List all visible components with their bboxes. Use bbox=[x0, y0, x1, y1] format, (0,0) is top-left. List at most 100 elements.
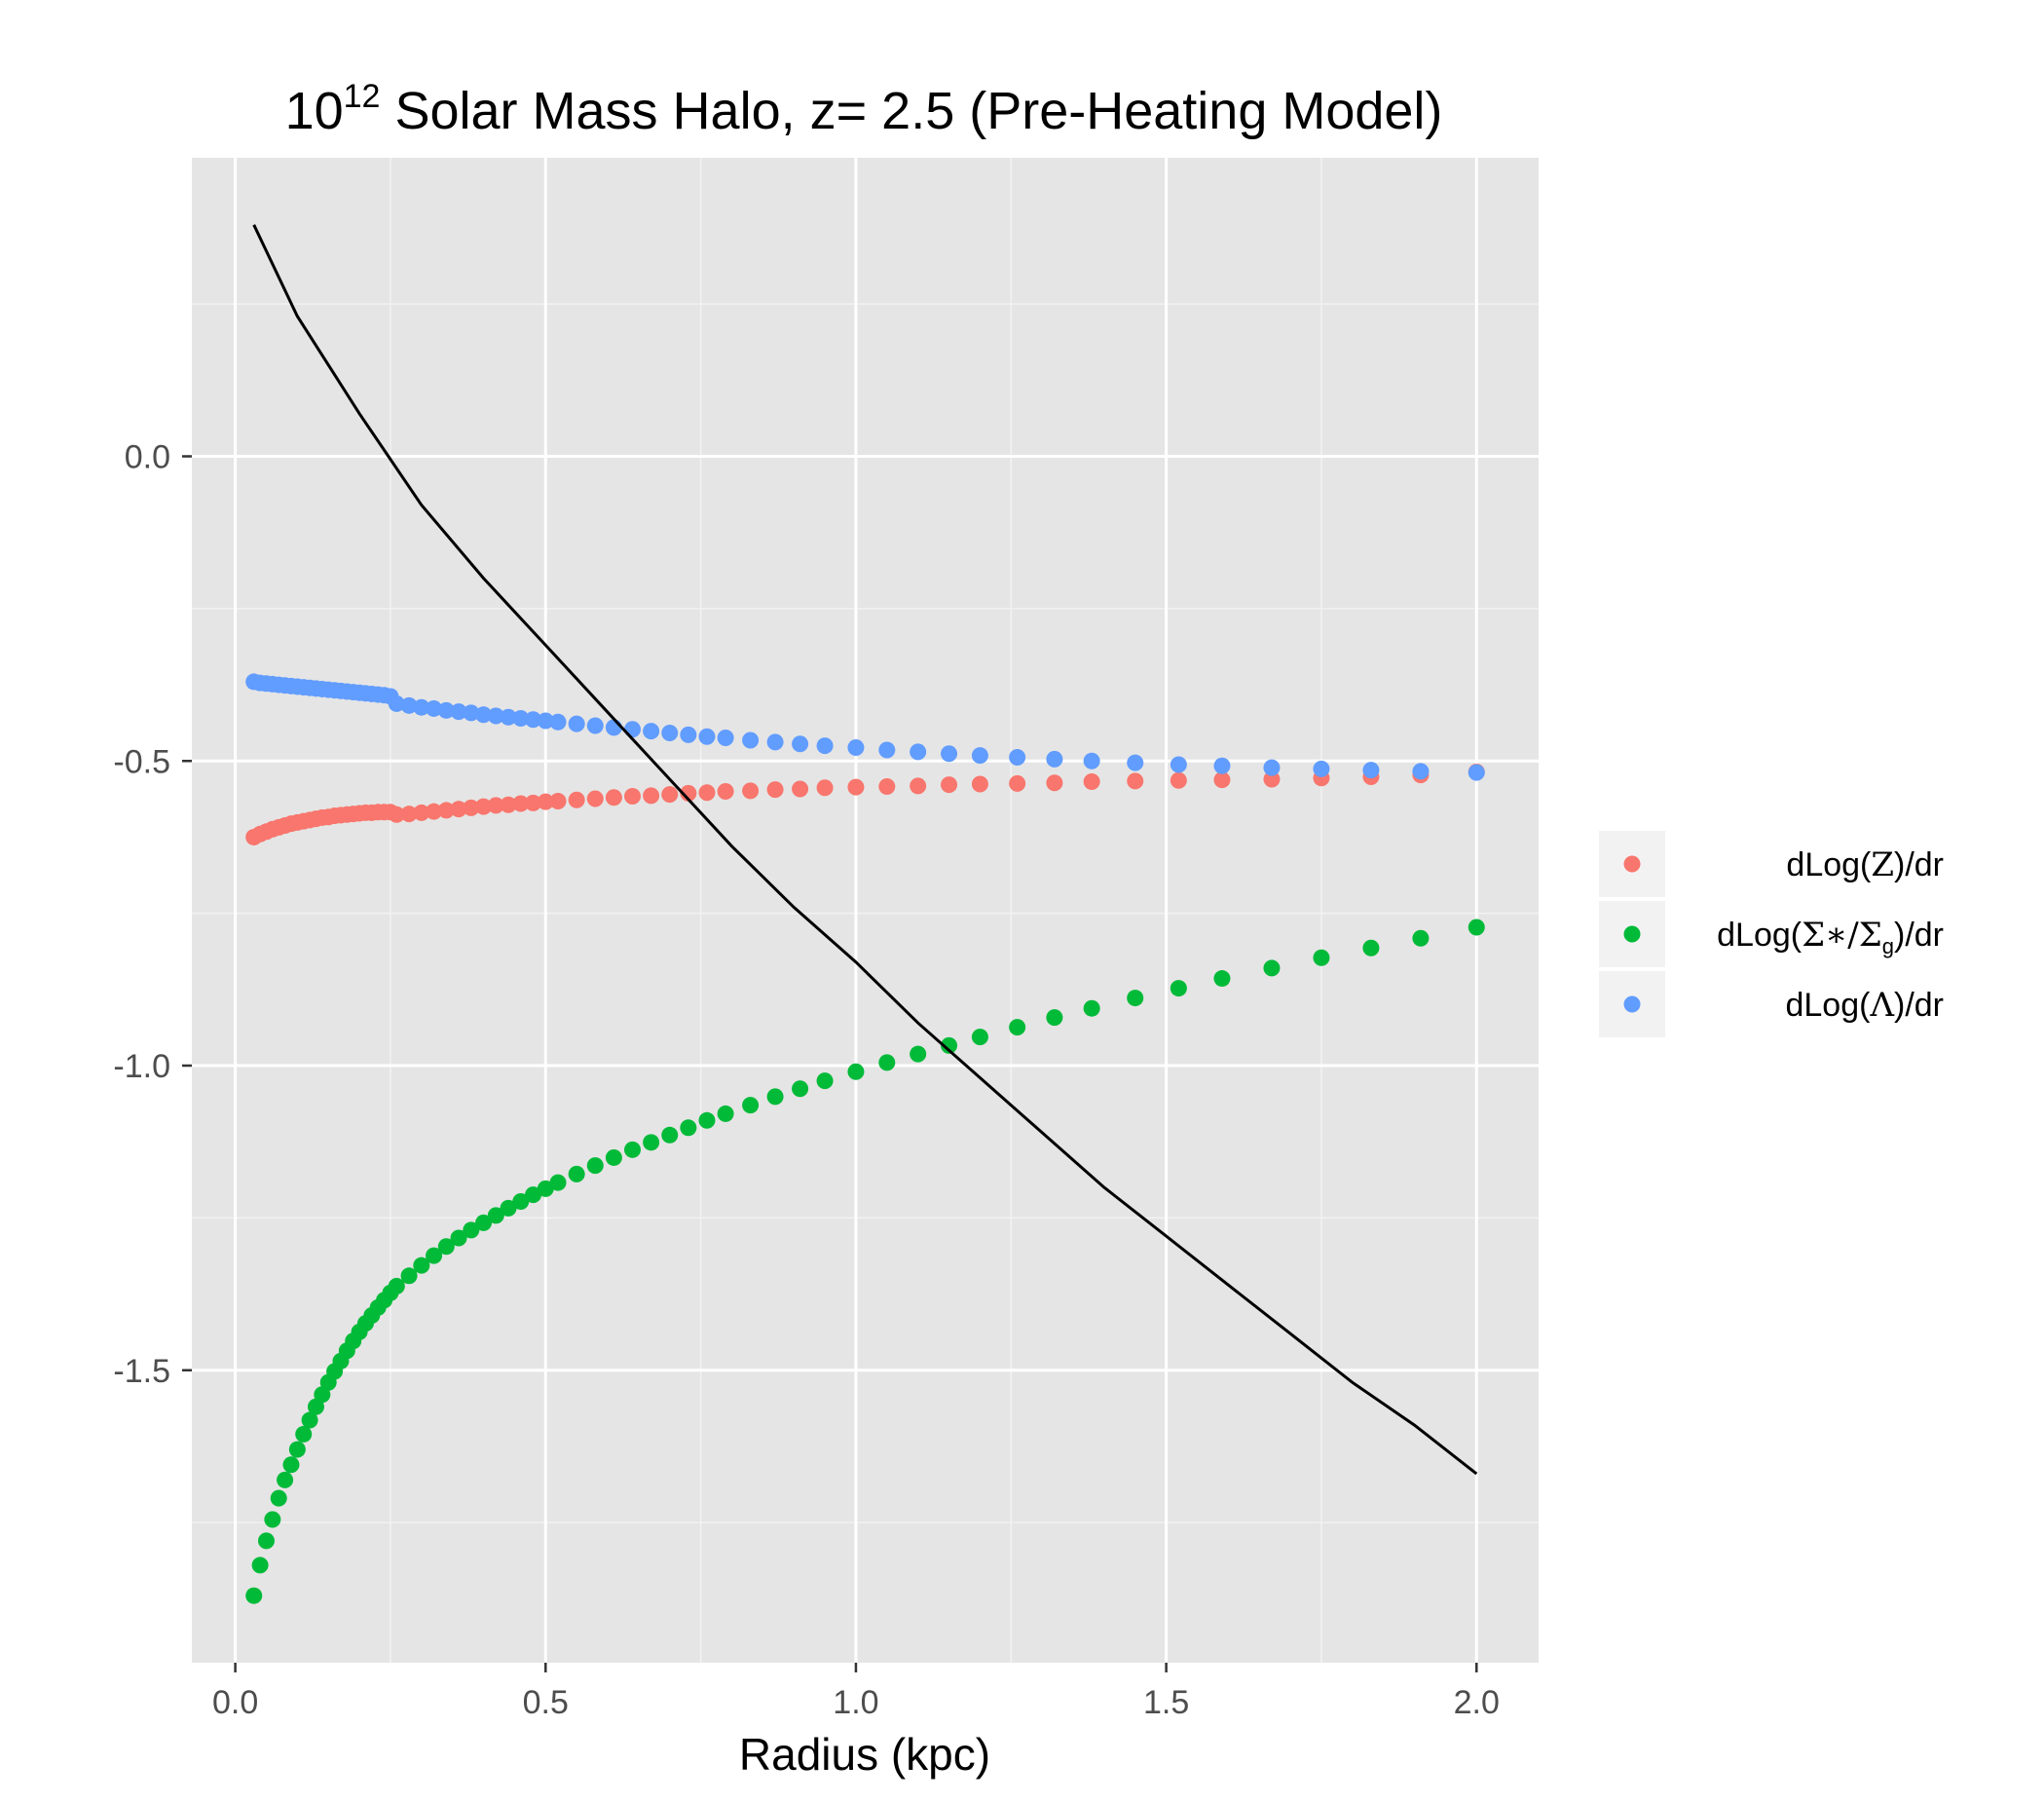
point-Z bbox=[1170, 771, 1187, 789]
point-Lambda bbox=[586, 717, 604, 734]
point-sigma bbox=[1362, 939, 1380, 957]
point-Lambda bbox=[1046, 750, 1063, 768]
point-sigma bbox=[847, 1063, 865, 1080]
point-Z bbox=[400, 806, 418, 823]
point-Lambda bbox=[1412, 763, 1430, 780]
point-Z bbox=[605, 789, 622, 807]
point-Z bbox=[463, 799, 480, 816]
point-Lambda bbox=[1313, 760, 1330, 777]
x-tick-label: 1.5 bbox=[1143, 1684, 1189, 1721]
point-sigma bbox=[568, 1165, 585, 1182]
point-Lambda bbox=[605, 719, 622, 736]
point-Z bbox=[624, 788, 642, 806]
point-sigma bbox=[288, 1441, 306, 1458]
point-sigma bbox=[437, 1238, 455, 1256]
legend-swatch bbox=[1623, 925, 1641, 943]
point-Z bbox=[586, 790, 604, 807]
y-tick-label: -1.5 bbox=[113, 1353, 170, 1390]
series-sigma bbox=[245, 919, 1485, 1604]
point-Z bbox=[680, 784, 697, 802]
point-sigma bbox=[1009, 1019, 1026, 1036]
point-sigma bbox=[1263, 959, 1281, 977]
point-sigma bbox=[426, 1247, 443, 1264]
point-sigma bbox=[1170, 980, 1187, 997]
axis-ticks bbox=[182, 455, 1478, 1672]
point-Lambda bbox=[549, 713, 567, 731]
x-tick-labels: 0.0 0.5 1.0 1.5 2.0 bbox=[212, 1684, 1500, 1721]
x-tick-label: 1.0 bbox=[833, 1684, 878, 1721]
point-sigma bbox=[742, 1097, 760, 1114]
point-Lambda bbox=[792, 735, 809, 753]
point-sigma bbox=[766, 1088, 784, 1106]
point-sigma bbox=[698, 1111, 716, 1129]
point-Lambda bbox=[698, 728, 716, 745]
point-Lambda bbox=[500, 708, 517, 726]
point-sigma bbox=[661, 1126, 679, 1144]
point-sigma bbox=[257, 1532, 275, 1550]
point-Z bbox=[766, 781, 784, 799]
point-Z bbox=[661, 786, 679, 804]
point-Lambda bbox=[525, 711, 542, 729]
plot-panel bbox=[192, 158, 1539, 1663]
legend-item-Z: dLog(Z)/dr bbox=[1599, 831, 1944, 897]
legend: dLog(Z)/dr dLog(Σ∗/Σg)/dr dLog(Λ)/dr bbox=[1599, 831, 1944, 1037]
series-Lambda bbox=[245, 673, 1485, 781]
point-sigma bbox=[282, 1456, 300, 1474]
point-Lambda bbox=[624, 721, 642, 738]
x-axis-title: Radius (kpc) bbox=[739, 1729, 990, 1780]
point-Lambda bbox=[537, 712, 554, 730]
point-sigma bbox=[487, 1207, 504, 1224]
point-sigma bbox=[388, 1277, 405, 1294]
point-sigma bbox=[270, 1489, 287, 1507]
x-tick-label: 0.5 bbox=[523, 1684, 569, 1721]
point-Z bbox=[1127, 772, 1144, 790]
point-sigma bbox=[1046, 1009, 1063, 1027]
y-tick-label: -0.5 bbox=[113, 743, 170, 780]
legend-label: dLog(Z)/dr bbox=[1786, 845, 1944, 884]
chart-title: 1012 Solar Mass Halo, z= 2.5 (Pre-Heatin… bbox=[285, 78, 1443, 140]
point-Lambda bbox=[643, 723, 660, 740]
point-Z bbox=[512, 795, 530, 812]
point-sigma bbox=[1127, 990, 1144, 1007]
point-sigma bbox=[537, 1180, 554, 1197]
point-sigma bbox=[941, 1036, 958, 1054]
series-line bbox=[252, 224, 1478, 1476]
point-Lambda bbox=[971, 747, 988, 765]
curve-line bbox=[252, 224, 1478, 1476]
point-sigma bbox=[586, 1157, 604, 1175]
point-Z bbox=[1009, 774, 1026, 792]
y-tick-label: 0.0 bbox=[125, 438, 170, 475]
point-Lambda bbox=[1170, 756, 1187, 773]
point-Z bbox=[1263, 770, 1281, 788]
point-Lambda bbox=[1468, 764, 1485, 781]
point-Lambda bbox=[413, 698, 430, 716]
point-sigma bbox=[314, 1386, 331, 1404]
point-Z bbox=[500, 796, 517, 813]
point-sigma bbox=[277, 1471, 294, 1488]
point-Z bbox=[1046, 774, 1063, 792]
point-sigma bbox=[878, 1054, 896, 1071]
point-Z bbox=[643, 787, 660, 805]
series-layer bbox=[245, 224, 1485, 1604]
point-sigma bbox=[512, 1192, 530, 1210]
point-sigma bbox=[450, 1229, 467, 1247]
point-Lambda bbox=[1009, 748, 1026, 766]
minor-gridlines bbox=[192, 158, 1539, 1663]
chart-title-superscript: 12 bbox=[344, 78, 381, 115]
point-Lambda bbox=[437, 701, 455, 719]
point-sigma bbox=[413, 1257, 430, 1274]
point-sigma bbox=[295, 1425, 313, 1443]
point-sigma bbox=[910, 1045, 927, 1063]
point-sigma bbox=[717, 1105, 734, 1122]
point-sigma bbox=[792, 1080, 809, 1098]
point-Lambda bbox=[766, 733, 784, 751]
point-sigma bbox=[643, 1134, 660, 1151]
point-Z bbox=[910, 777, 927, 795]
chart-title-rest: Solar Mass Halo, z= 2.5 (Pre-Heating Mod… bbox=[380, 82, 1442, 140]
point-Lambda bbox=[661, 724, 679, 741]
point-Z bbox=[525, 794, 542, 811]
point-Z bbox=[971, 775, 988, 793]
point-Z bbox=[475, 798, 493, 815]
point-Lambda bbox=[910, 743, 927, 761]
point-Z bbox=[847, 778, 865, 796]
